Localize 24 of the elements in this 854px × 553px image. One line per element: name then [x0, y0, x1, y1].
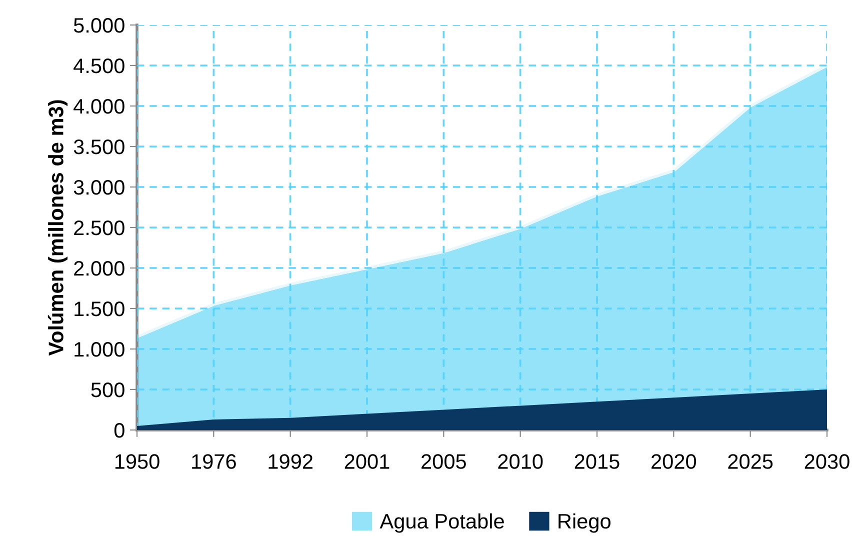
y-tick-label: 1.500: [74, 302, 124, 316]
y-tick-label: 3.500: [74, 140, 124, 154]
x-tick-label: 1992: [268, 454, 312, 469]
y-axis-title: Volúmen (millones de m3): [48, 100, 68, 356]
x-tick-label: 2025: [728, 454, 773, 469]
x-tick-label: 2015: [574, 454, 620, 469]
x-tick-label: 2005: [422, 454, 466, 469]
x-tick-label: 1950: [115, 454, 160, 469]
x-tick-label: 2001: [344, 454, 390, 469]
y-tick-label: 1.000: [74, 342, 124, 357]
y-tick-label: 4.000: [74, 99, 124, 114]
y-tick-label: 5.000: [74, 18, 124, 33]
x-tick-label: 2030: [804, 454, 850, 469]
x-tick-label: 2010: [498, 454, 543, 469]
y-tick-label: 4.500: [74, 58, 124, 74]
x-tick-label: 1976: [192, 454, 236, 469]
legend-label: Riego: [558, 513, 610, 533]
y-tick-label: 500: [91, 382, 124, 398]
x-tick-label: 2020: [652, 454, 696, 469]
y-tick-label: 3.000: [74, 180, 124, 195]
y-tick-label: 0: [114, 423, 124, 438]
legend-label: Agua Potable: [380, 513, 504, 533]
y-tick-label: 2.000: [74, 261, 124, 276]
y-tick-label: 2.500: [74, 220, 124, 236]
